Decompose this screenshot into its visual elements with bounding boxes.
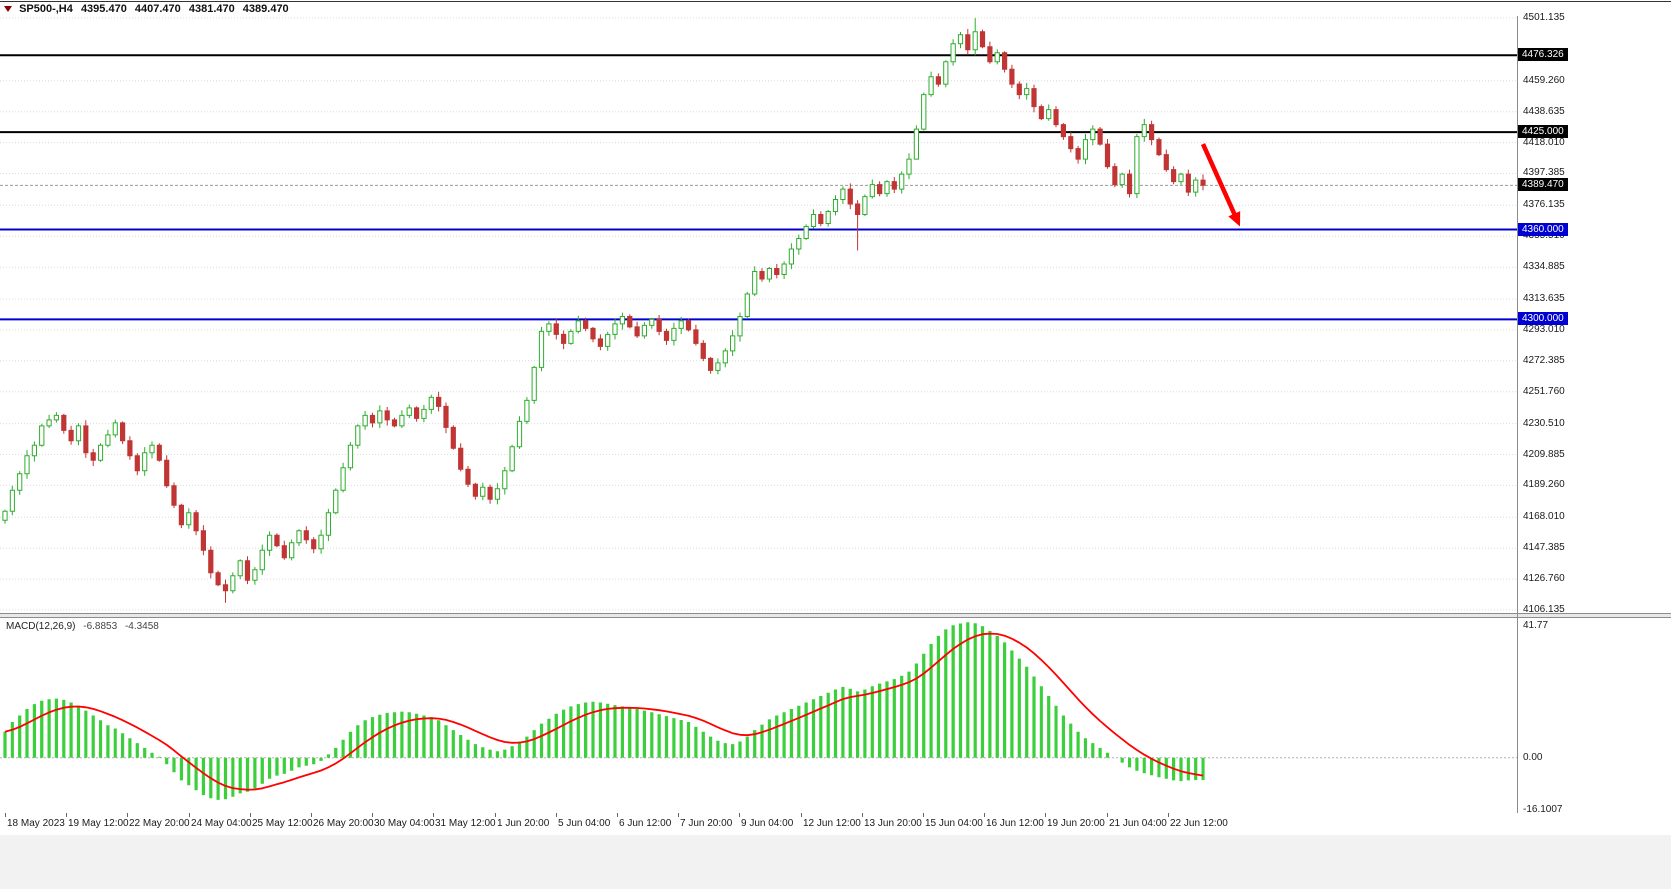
symbol-period-label: SP500-,H4 [19,3,73,15]
price-tick-label: 4459.260 [1523,75,1565,86]
price-tick-label: 4106.135 [1523,604,1565,615]
time-tick-label: 21 Jun 04:00 [1109,818,1167,829]
macd-pane-canvas[interactable] [0,618,1517,813]
time-tick-mark [1107,813,1108,817]
price-tick-label: 4418.010 [1523,137,1565,148]
price-axis[interactable]: 4501.135 4459.260 4438.635 4418.010 4397.385… [1517,0,1671,815]
time-tick-label: 15 Jun 04:00 [925,818,983,829]
bull-candle-bodies [2,31,1199,592]
time-tick-mark [617,813,618,817]
time-tick-label: 24 May 04:00 [191,818,252,829]
time-tick-mark [1045,813,1046,817]
bottom-margin [0,835,1671,889]
time-axis[interactable]: 18 May 2023 19 May 12:00 22 May 20:00 24 Ma… [0,813,1671,835]
time-tick-mark [66,813,67,817]
time-tick-mark [984,813,985,817]
time-tick-mark [862,813,863,817]
macd-axis-label: -16.1007 [1523,804,1563,815]
bear-candle-wicks [63,29,1204,603]
time-tick-label: 1 Jun 20:00 [497,818,550,829]
trend-arrow-shaft [1200,143,1239,221]
price-level-badge: 4389.470 [1518,178,1568,191]
price-level-badge: 4360.000 [1518,223,1568,236]
time-tick-mark [678,813,679,817]
time-tick-mark [739,813,740,817]
price-tick-label: 4272.385 [1523,355,1565,366]
time-tick-mark [433,813,434,817]
price-chart-canvas[interactable] [0,16,1517,613]
price-level-badge: 4425.000 [1518,125,1568,138]
time-tick-label: 9 Jun 04:00 [741,818,794,829]
macd-signal-line [4,632,1204,791]
time-tick-mark [311,813,312,817]
time-tick-label: 26 May 20:00 [313,818,374,829]
price-tick-label: 4501.135 [1523,12,1565,23]
time-tick-label: 13 Jun 20:00 [864,818,922,829]
macd-axis-label: 41.77 [1523,620,1549,631]
time-tick-label: 7 Jun 20:00 [680,818,733,829]
chart-title-overlay: SP500-,H4 4395.470 4407.470 4381.470 438… [4,3,289,17]
ohlc-low-value: 4381.470 [188,3,235,15]
price-tick-label: 4313.635 [1523,293,1565,304]
time-tick-mark [495,813,496,817]
price-tick-label: 4376.135 [1523,199,1565,210]
time-tick-label: 18 May 2023 [7,818,65,829]
time-tick-label: 31 May 12:00 [435,818,496,829]
time-tick-label: 22 Jun 12:00 [1170,818,1228,829]
time-tick-mark [1168,813,1169,817]
time-tick-label: 12 Jun 12:00 [803,818,861,829]
symbol-marker-icon [4,6,12,13]
time-tick-mark [556,813,557,817]
time-tick-label: 16 Jun 12:00 [986,818,1044,829]
macd-signal-value: -4.3458 [124,621,159,632]
price-tick-label: 4293.010 [1523,324,1565,335]
time-tick-mark [923,813,924,817]
time-tick-mark [250,813,251,817]
time-tick-mark [5,813,6,817]
window-top-border [0,1,1671,2]
time-tick-mark [127,813,128,817]
price-level-badge: 4300.000 [1518,312,1568,325]
time-tick-mark [189,813,190,817]
price-tick-label: 4189.260 [1523,479,1565,490]
macd-indicator-label: MACD(12,26,9) -6.8853 -4.3458 [6,621,159,632]
time-tick-label: 25 May 12:00 [252,818,313,829]
price-tick-label: 4397.385 [1523,167,1565,178]
time-tick-mark [801,813,802,817]
price-tick-label: 4126.760 [1523,573,1565,584]
time-tick-label: 19 May 12:00 [68,818,129,829]
macd-params-label: MACD(12,26,9) [6,621,76,632]
time-tick-mark [372,813,373,817]
price-tick-label: 4147.385 [1523,542,1565,553]
price-level-badge: 4476.326 [1518,48,1568,61]
time-tick-label: 6 Jun 12:00 [619,818,672,829]
time-tick-label: 5 Jun 04:00 [558,818,611,829]
price-axis-divider [1517,16,1518,813]
ohlc-high-value: 4407.470 [134,3,181,15]
price-tick-label: 4334.885 [1523,261,1565,272]
price-tick-label: 4230.510 [1523,418,1565,429]
time-tick-label: 19 Jun 20:00 [1047,818,1105,829]
price-tick-label: 4168.010 [1523,511,1565,522]
pane-splitter[interactable] [0,613,1671,618]
bear-candle-bodies [61,31,1206,592]
macd-main-value: -6.8853 [83,621,118,632]
macd-axis-label: 0.00 [1523,752,1543,763]
ohlc-open-value: 4395.470 [80,3,127,15]
macd-histogram-bars [3,622,1205,800]
price-tick-label: 4438.635 [1523,106,1565,117]
ohlc-close-value: 4389.470 [242,3,289,15]
price-tick-label: 4209.885 [1523,449,1565,460]
time-tick-label: 22 May 20:00 [129,818,190,829]
time-tick-label: 30 May 04:00 [374,818,435,829]
trend-arrow-head [1228,211,1241,227]
price-tick-label: 4251.760 [1523,386,1565,397]
